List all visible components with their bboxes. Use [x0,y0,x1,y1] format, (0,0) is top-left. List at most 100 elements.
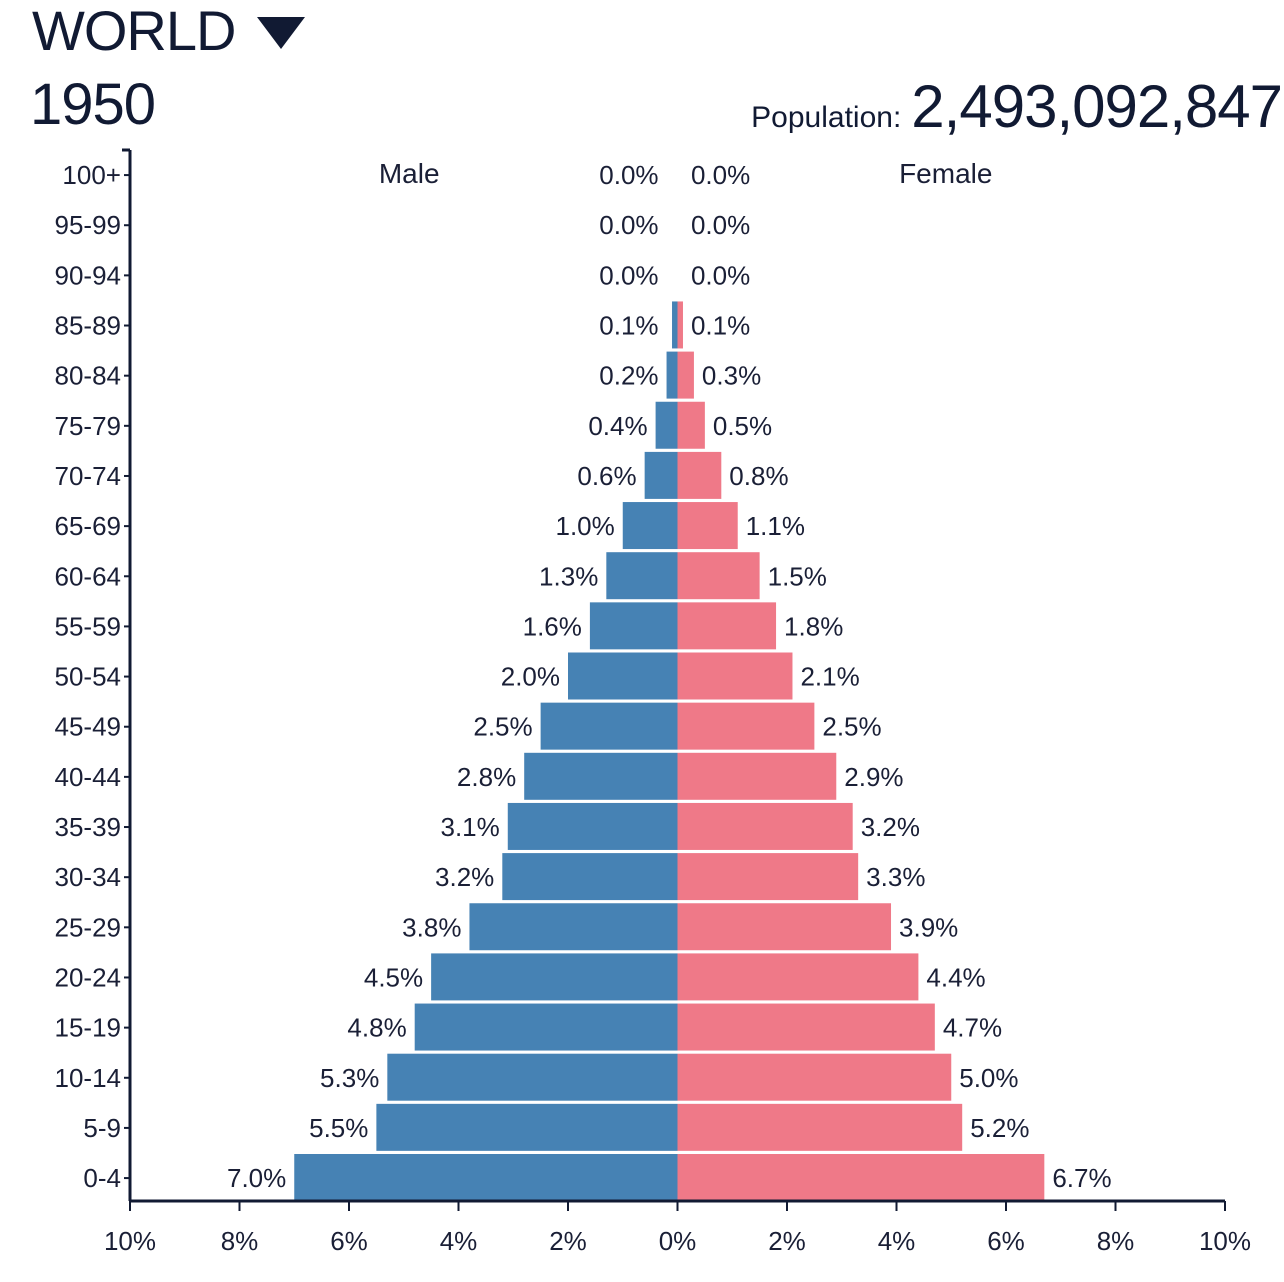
age-group-label: 5-9 [83,1113,121,1143]
age-group-label: 50-54 [55,662,122,692]
caret-down-icon [257,17,306,49]
age-group-label: 0-4 [83,1163,121,1193]
age-group-label: 55-59 [55,611,122,641]
age-group-label: 95-99 [55,210,122,240]
year-label: 1950 [30,72,156,137]
male-series-label: Male [379,158,440,189]
male-bar [469,903,678,951]
male-bar [540,702,678,750]
female-value-label: 3.3% [866,862,925,892]
region-name: WORLD [32,0,236,62]
male-value-label: 0.0% [599,210,658,240]
female-value-label: 3.2% [861,812,920,842]
male-bar [622,502,678,550]
male-value-label: 1.6% [523,611,582,641]
age-group-label: 35-39 [55,812,122,842]
male-value-label: 0.1% [599,311,658,341]
female-value-label: 1.1% [746,511,805,541]
region-selector[interactable]: WORLD [32,0,306,62]
male-bar [666,351,678,399]
male-bar [387,1053,678,1101]
x-tick-label: 4% [878,1226,916,1256]
x-tick-label: 8% [1097,1226,1135,1256]
female-bar [677,602,777,650]
age-group-label: 65-69 [55,511,122,541]
female-bar [677,1154,1045,1201]
female-value-label: 3.9% [899,912,958,942]
female-bar [677,1003,935,1051]
male-value-label: 7.0% [227,1163,286,1193]
age-group-label: 10-14 [55,1063,122,1093]
age-group-label: 15-19 [55,1013,122,1043]
x-tick-label: 2% [768,1226,806,1256]
female-bar [677,953,919,1001]
female-value-label: 0.0% [691,260,750,290]
female-bar [677,702,815,750]
male-bar [672,301,678,349]
x-tick-label: 6% [987,1226,1025,1256]
female-bar [677,401,705,449]
male-value-label: 3.1% [441,812,500,842]
male-bar [294,1154,678,1201]
female-value-label: 4.7% [943,1013,1002,1043]
male-bar [507,802,678,850]
female-bar [677,451,722,499]
male-value-label: 0.2% [599,361,658,391]
age-group-label: 90-94 [55,260,122,290]
male-value-label: 2.8% [457,762,516,792]
female-value-label: 0.5% [713,411,772,441]
population-label: Population: [751,101,902,134]
male-bar [644,451,678,499]
male-value-label: 3.2% [435,862,494,892]
female-bar [677,652,793,700]
male-value-label: 4.5% [364,962,423,992]
female-value-label: 4.4% [926,962,985,992]
male-value-label: 5.3% [320,1063,379,1093]
female-value-label: 6.7% [1052,1163,1111,1193]
male-value-label: 5.5% [309,1113,368,1143]
x-tick-label: 4% [440,1226,478,1256]
age-group-label: 100+ [62,160,121,190]
female-bar [677,903,892,951]
female-value-label: 1.8% [784,611,843,641]
age-group-label: 20-24 [55,962,122,992]
male-bar [414,1003,678,1051]
age-group-label: 45-49 [55,712,122,742]
female-bar [677,802,853,850]
male-bar [568,652,678,700]
male-value-label: 1.3% [539,561,598,591]
female-value-label: 0.3% [702,361,761,391]
female-value-label: 2.9% [844,762,903,792]
female-value-label: 1.5% [768,561,827,591]
female-value-label: 5.2% [970,1113,1029,1143]
x-tick-label: 10% [104,1226,156,1256]
male-bar [502,853,678,901]
male-value-label: 0.0% [599,260,658,290]
female-bar [677,351,694,399]
female-bar [677,752,837,800]
male-value-label: 1.0% [555,511,614,541]
age-group-label: 30-34 [55,862,122,892]
male-value-label: 2.0% [501,662,560,692]
female-value-label: 0.0% [691,160,750,190]
age-group-label: 40-44 [55,762,122,792]
male-value-label: 3.8% [402,912,461,942]
population-display: Population: 2,493,092,847 [751,72,1283,141]
male-bar [376,1103,678,1151]
male-value-label: 4.8% [347,1013,406,1043]
male-bar [606,552,678,600]
x-tick-label: 6% [330,1226,368,1256]
x-tick-label: 2% [549,1226,587,1256]
male-value-label: 0.0% [599,160,658,190]
age-group-label: 80-84 [55,361,122,391]
population-value: 2,493,092,847 [911,73,1283,140]
female-series-label: Female [899,158,992,189]
female-bar [677,301,683,349]
x-tick-label: 8% [221,1226,259,1256]
age-group-label: 75-79 [55,411,122,441]
female-bar [677,552,760,600]
age-group-label: 70-74 [55,461,122,491]
female-value-label: 0.1% [691,311,750,341]
male-bar [655,401,678,449]
